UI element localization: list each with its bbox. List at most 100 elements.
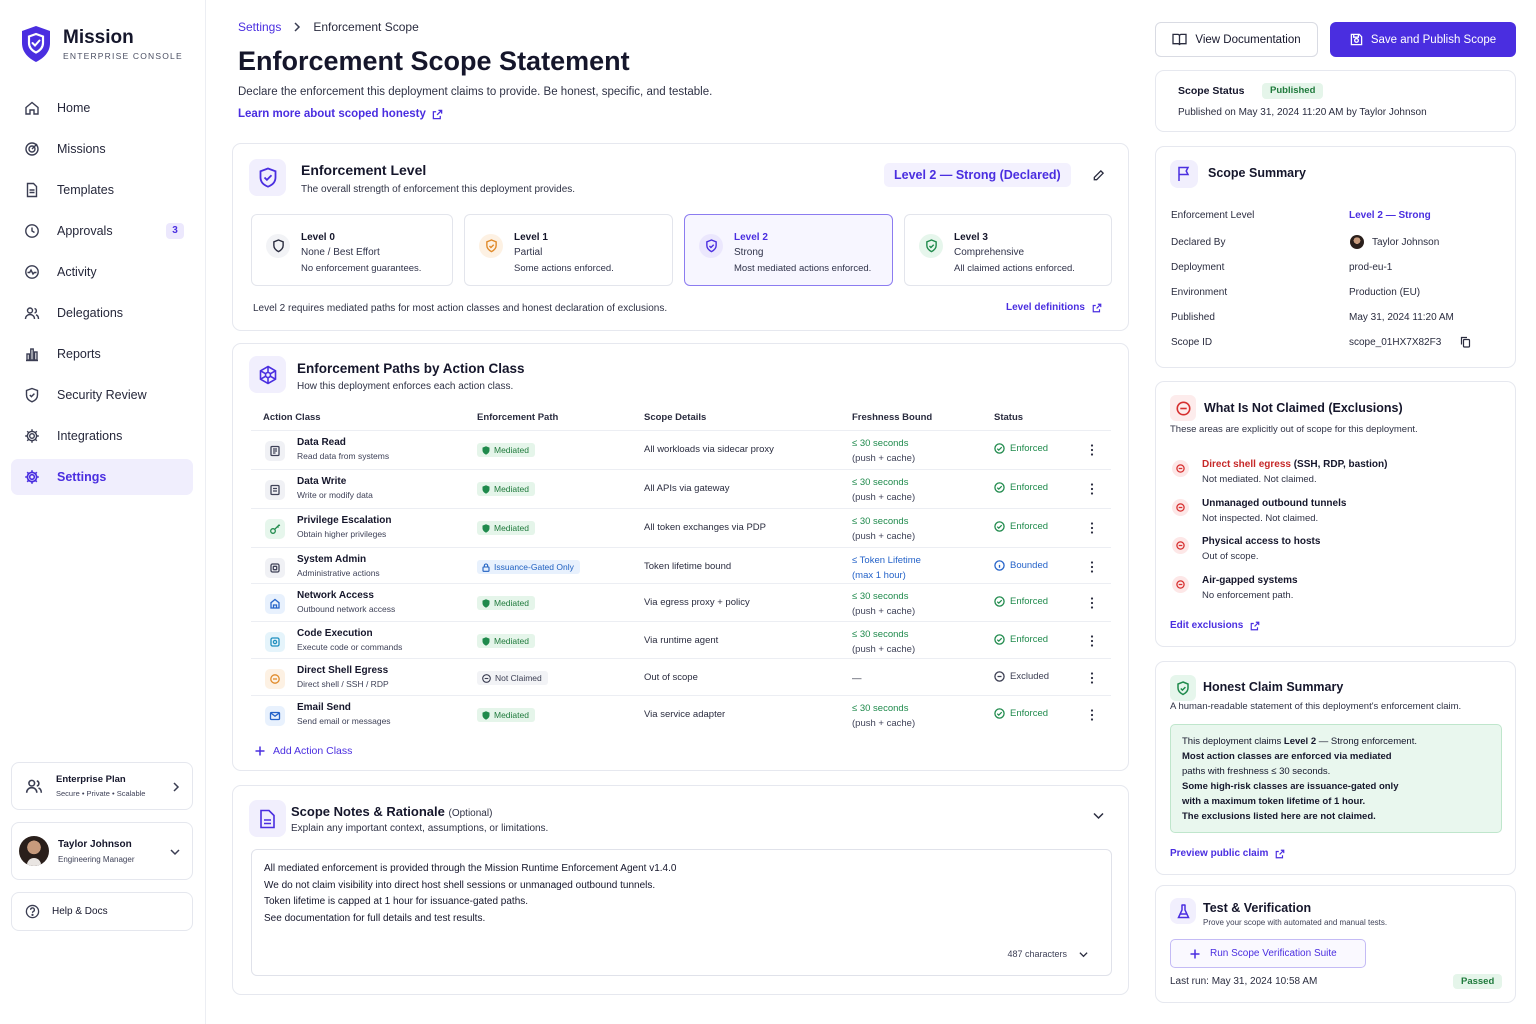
save-publish-label: Save and Publish Scope [1370,33,1497,46]
nav-item-security-review[interactable]: Security Review [11,377,193,413]
last-run: Last run: May 31, 2024 10:58 AM [1170,976,1318,987]
test-verification-card: Test & Verification Prove your scope wit… [1155,885,1516,1003]
chevron-right-icon [294,22,301,32]
run-verification-button[interactable]: Run Scope Verification Suite [1170,939,1366,968]
plan-card[interactable]: Enterprise Plan Secure • Private • Scala… [11,762,193,810]
help-card[interactable]: Help & Docs [11,892,193,931]
more-options-icon[interactable] [1089,482,1095,496]
notes-textarea[interactable]: All mediated enforcement is provided thr… [251,849,1112,976]
table-row[interactable]: Data Read Read data from systems Mediated A… [251,430,1111,468]
nav-item-activity[interactable]: Activity [11,254,193,290]
freshness-bound: ≤ 30 seconds (push + cache) [852,436,915,466]
learn-more-link[interactable]: Learn more about scoped honesty [238,108,443,120]
enforcement-path-label: Mediated [494,523,529,533]
view-documentation-button[interactable]: View Documentation [1155,22,1318,57]
status-label: Enforced [1010,482,1049,493]
level-definitions-link[interactable]: Level definitions [1006,302,1102,313]
nav-item-missions[interactable]: Missions [11,131,193,167]
shield-icon [259,167,276,188]
freshness-value: ≤ 30 seconds [852,703,909,714]
nav-item-reports[interactable]: Reports [11,336,193,372]
more-options-icon[interactable] [1089,596,1095,610]
level-option-2[interactable]: Level 2 Strong Most mediated actions enf… [684,214,893,286]
help-icon [25,904,40,919]
claim-line: paths with freshness ≤ 30 seconds. [1182,764,1490,779]
mail-icon [269,711,281,721]
enforcement-path-label: Mediated [494,445,529,455]
exclusion-desc: Not inspected. Not claimed. [1202,513,1319,524]
paths-title: Enforcement Paths by Action Class [297,361,525,376]
nav-item-approvals[interactable]: Approvals 3 [11,213,193,249]
brand[interactable]: Mission ENTERPRISE CONSOLE [20,25,183,63]
table-row[interactable]: System Admin Administrative actions Issuan… [251,547,1111,585]
summary-value: prod-eu-1 [1349,262,1393,273]
column-header-freshness-bound: Freshness Bound [852,412,933,423]
table-row[interactable]: Network Access Outbound network access Med… [251,583,1111,621]
level-option-1[interactable]: Level 1 Partial Some actions enforced. [464,214,673,286]
summary-key: Deployment [1171,262,1225,273]
learn-more-label: Learn more about scoped honesty [238,108,426,120]
save-publish-button[interactable]: Save and Publish Scope [1330,22,1516,57]
network-icon [270,598,280,609]
action-class-name: Data Read [297,437,346,448]
run-verification-label: Run Scope Verification Suite [1210,948,1337,959]
nav-item-settings[interactable]: Settings [11,459,193,495]
claim-line: with a maximum token lifetime of 1 hour. [1182,794,1490,809]
lock-icon [482,563,490,572]
action-class-name: Privilege Escalation [297,515,392,526]
nav-item-templates[interactable]: Templates [11,172,193,208]
edit-level-button[interactable] [1085,162,1111,188]
clock-icon [25,224,39,238]
action-class-desc: Execute code or commands [297,642,403,652]
more-options-icon[interactable] [1089,708,1095,722]
flask-icon [1176,903,1190,918]
level-3-desc: All claimed actions enforced. [954,263,1075,274]
add-action-class-button[interactable]: Add Action Class [255,745,352,757]
chevron-down-icon[interactable] [1079,951,1088,958]
honest-claim-box: This deployment claims Level 2 — Strong … [1170,724,1502,833]
edit-exclusions-link[interactable]: Edit exclusions [1170,620,1260,631]
table-row[interactable]: Privilege Escalation Obtain higher privil… [251,508,1111,546]
level-option-3[interactable]: Level 3 Comprehensive All claimed action… [904,214,1112,286]
exclusion-rest: Air-gapped systems [1202,575,1298,586]
enforcement-path-pill: Mediated [477,482,535,496]
table-row[interactable]: Direct Shell Egress Direct shell / SSH / … [251,658,1111,696]
nav-item-home[interactable]: Home [11,90,193,126]
table-row[interactable]: Email Send Send email or messages Mediated… [251,695,1111,733]
more-options-icon[interactable] [1089,671,1095,685]
scope-details: Out of scope [644,672,698,683]
more-options-icon[interactable] [1089,634,1095,648]
status-badge: Bounded [994,560,1048,571]
status-badge: Excluded [994,671,1049,682]
more-options-icon[interactable] [1089,560,1095,574]
freshness-bound: ≤ 30 seconds (push + cache) [852,589,915,619]
collapse-notes-button[interactable] [1093,812,1104,820]
exclusion-item: Unmanaged outbound tunnels Not inspected.… [1172,496,1346,527]
level-option-0[interactable]: Level 0 None / Best Effort No enforcemen… [251,214,453,286]
copy-icon[interactable] [1460,336,1471,348]
nav-label: Approvals [57,224,113,238]
check-circle-icon [994,521,1005,532]
shield-icon [705,239,717,253]
character-count-text: 487 characters [1007,949,1067,959]
level-3-name: Level 3 [954,232,988,243]
table-row[interactable]: Code Execution Execute code or commands Me… [251,621,1111,659]
preview-public-claim-link[interactable]: Preview public claim [1170,848,1285,859]
edit-icon [270,484,280,496]
honest-claim-card: Honest Claim Summary A human-readable st… [1155,661,1516,875]
claim-line: This deployment claims Level 2 — Strong … [1182,734,1490,749]
freshness-value: ≤ 30 seconds [852,629,909,640]
nav-item-integrations[interactable]: Integrations [11,418,193,454]
table-row[interactable]: Data Write Write or modify data Mediated Al… [251,469,1111,507]
enforcement-path-label: Mediated [494,484,529,494]
more-options-icon[interactable] [1089,521,1095,535]
summary-key: Enforcement Level [1171,210,1255,221]
more-options-icon[interactable] [1089,443,1095,457]
shield-icon [485,239,497,253]
status-badge: Enforced [994,634,1048,645]
nav-item-delegations[interactable]: Delegations [11,295,193,331]
breadcrumb-settings-link[interactable]: Settings [238,20,282,34]
freshness-value: ≤ 30 seconds [852,516,909,527]
user-card[interactable]: Taylor Johnson Engineering Manager [11,822,193,880]
status-label: Bounded [1010,560,1049,571]
